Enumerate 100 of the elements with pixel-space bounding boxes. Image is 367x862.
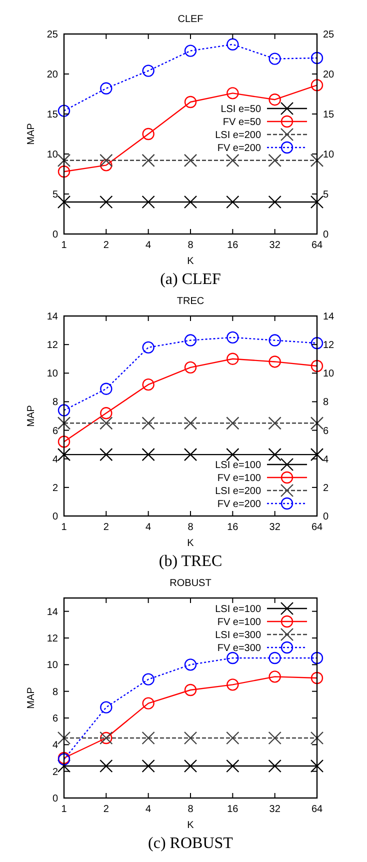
point bbox=[226, 759, 240, 773]
y-tick-label: 10 bbox=[46, 150, 58, 160]
legend-label: FV e=100 bbox=[217, 617, 262, 628]
legend-label: LSI e=200 bbox=[215, 486, 262, 497]
legend-label: FV e=50 bbox=[222, 117, 262, 128]
point bbox=[184, 96, 197, 108]
x-tick-label: 32 bbox=[269, 804, 281, 815]
y2-tick-label: 12 bbox=[323, 340, 335, 352]
point bbox=[100, 382, 112, 395]
point bbox=[142, 416, 155, 430]
chart-title: TREC bbox=[176, 296, 204, 307]
legend-label: FV e=100 bbox=[217, 473, 262, 484]
point bbox=[184, 416, 198, 430]
point bbox=[310, 52, 324, 64]
y-tick-label: 0 bbox=[52, 230, 58, 240]
point bbox=[184, 361, 197, 374]
point bbox=[184, 334, 197, 346]
point bbox=[310, 652, 324, 664]
x-tick-label: 4 bbox=[146, 240, 152, 251]
point bbox=[184, 658, 197, 671]
point bbox=[310, 337, 324, 350]
point bbox=[184, 759, 198, 773]
y-tick-label: 12 bbox=[46, 634, 58, 644]
x-tick-label: 4 bbox=[146, 804, 152, 815]
x-tick-label: 4 bbox=[146, 522, 152, 533]
point bbox=[184, 731, 198, 745]
point bbox=[310, 154, 324, 167]
point bbox=[142, 195, 155, 209]
y-axis-title: MAP bbox=[26, 404, 37, 427]
chart-title: CLEF bbox=[178, 14, 204, 25]
y-tick-label: 15 bbox=[46, 110, 58, 120]
x-tick-label: 8 bbox=[188, 240, 194, 251]
point bbox=[268, 356, 281, 368]
point bbox=[100, 82, 112, 94]
point bbox=[268, 448, 282, 462]
point bbox=[58, 166, 70, 178]
point bbox=[226, 678, 239, 691]
x-tick-label: 2 bbox=[103, 804, 110, 815]
point bbox=[268, 652, 281, 664]
y-tick-label: 25 bbox=[46, 30, 58, 40]
y-tick-label: 4 bbox=[52, 740, 58, 752]
point bbox=[100, 701, 112, 714]
x-axis-title: K bbox=[187, 256, 194, 267]
y-tick-label: 8 bbox=[52, 397, 58, 408]
point bbox=[310, 731, 324, 745]
point bbox=[57, 154, 71, 167]
y-tick-label: 0 bbox=[52, 512, 58, 522]
point bbox=[142, 448, 155, 462]
y2-tick-label: 14 bbox=[323, 312, 335, 322]
point bbox=[142, 378, 154, 391]
y-tick-label: 20 bbox=[46, 70, 58, 80]
point bbox=[226, 352, 239, 365]
text: (b) TREC bbox=[158, 553, 222, 570]
x-tick-label: 64 bbox=[311, 804, 323, 815]
text: (a) CLEF bbox=[160, 271, 222, 288]
y-tick-label: 2 bbox=[52, 766, 58, 778]
point bbox=[142, 341, 154, 354]
y-axis-title: MAP bbox=[26, 686, 37, 709]
point bbox=[310, 759, 324, 773]
y-tick-label: 14 bbox=[46, 312, 58, 322]
y2-tick-label: 25 bbox=[323, 30, 335, 40]
y-tick-label: 4 bbox=[52, 454, 58, 466]
legend-label: FV e=200 bbox=[217, 143, 262, 154]
point bbox=[57, 195, 71, 209]
point bbox=[268, 94, 281, 106]
x-tick-label: 1 bbox=[61, 522, 68, 533]
point bbox=[226, 87, 239, 100]
y-tick-label: 0 bbox=[52, 794, 58, 804]
point bbox=[142, 697, 154, 710]
point bbox=[268, 52, 281, 65]
y2-tick-label: 15 bbox=[323, 110, 335, 120]
point bbox=[142, 154, 155, 167]
point bbox=[142, 128, 154, 140]
x-tick-label: 2 bbox=[103, 240, 110, 251]
point bbox=[310, 416, 324, 430]
y2-tick-label: 5 bbox=[323, 190, 329, 200]
x-tick-label: 32 bbox=[269, 240, 281, 251]
point bbox=[226, 154, 240, 167]
point bbox=[310, 195, 324, 209]
point bbox=[100, 159, 112, 172]
point bbox=[184, 195, 198, 209]
x-tick-label: 8 bbox=[188, 522, 194, 533]
y-tick-label: 10 bbox=[46, 660, 58, 672]
point bbox=[310, 672, 324, 684]
legend-label: LSI e=300 bbox=[215, 630, 262, 641]
point bbox=[268, 154, 282, 167]
y-tick-label: 6 bbox=[52, 714, 58, 724]
legend-label: FV e=300 bbox=[217, 643, 262, 654]
x-tick-label: 1 bbox=[61, 240, 68, 251]
point bbox=[268, 670, 281, 683]
y2-tick-label: 10 bbox=[323, 368, 335, 380]
point bbox=[226, 195, 240, 209]
point bbox=[57, 416, 71, 430]
y2-tick-label: 6 bbox=[323, 426, 329, 437]
point bbox=[226, 448, 240, 462]
y2-tick-label: 8 bbox=[323, 397, 329, 408]
y-tick-label: 14 bbox=[46, 606, 58, 618]
legend-label: FV e=200 bbox=[217, 499, 262, 510]
point bbox=[184, 44, 197, 57]
x-tick-label: 64 bbox=[311, 240, 323, 251]
